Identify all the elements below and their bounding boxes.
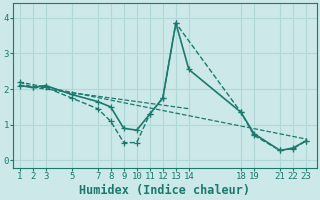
X-axis label: Humidex (Indice chaleur): Humidex (Indice chaleur)	[79, 184, 250, 197]
